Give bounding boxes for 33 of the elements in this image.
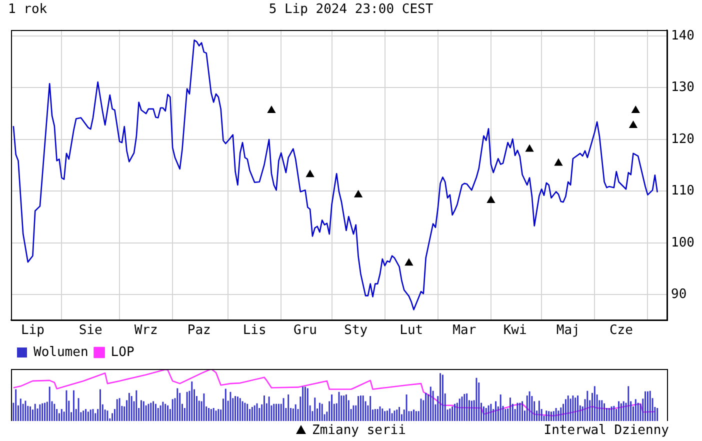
point (404, 258, 414, 266)
x-tick-label: Mar (452, 323, 476, 338)
point (554, 158, 563, 166)
point (267, 106, 276, 113)
y-tick-label: 130 (671, 80, 694, 96)
text: Interwal Dzienny (544, 423, 669, 438)
y-tick-label: 100 (671, 235, 694, 250)
y-tick-label: 140 (671, 28, 694, 44)
point (486, 196, 496, 204)
chart-subtitle: 5 Lip 2024 23:00 CEST (268, 2, 434, 17)
point (631, 106, 640, 113)
x-tick-label: Maj (556, 323, 580, 338)
x-tick-label: Kwi (503, 323, 527, 338)
x-tick-label: Lip (20, 323, 45, 338)
legend-label: Zmiany serii (312, 423, 406, 438)
x-tick-label: Paz (187, 323, 211, 338)
point (525, 144, 534, 152)
point (354, 190, 363, 198)
x-tick-label: Wrz (134, 323, 158, 338)
y-tick-label: 90 (671, 287, 687, 302)
legend-label: LOP (110, 344, 134, 360)
x-tick-label: Sie (78, 323, 102, 338)
x-tick-label: Lut (400, 323, 424, 338)
chart-title: 1 rok (8, 2, 48, 17)
x-tick-label: Gru (293, 323, 317, 338)
x-tick-label: Sty (344, 323, 368, 338)
y-tick-label: 110 (671, 184, 694, 199)
x-tick-label: Lis (242, 323, 266, 338)
point (628, 120, 638, 128)
point (306, 170, 314, 178)
x-tick-label: Cze (609, 323, 634, 338)
legend-label: Wolumen (34, 344, 88, 360)
y-tick-label: 120 (671, 132, 694, 147)
